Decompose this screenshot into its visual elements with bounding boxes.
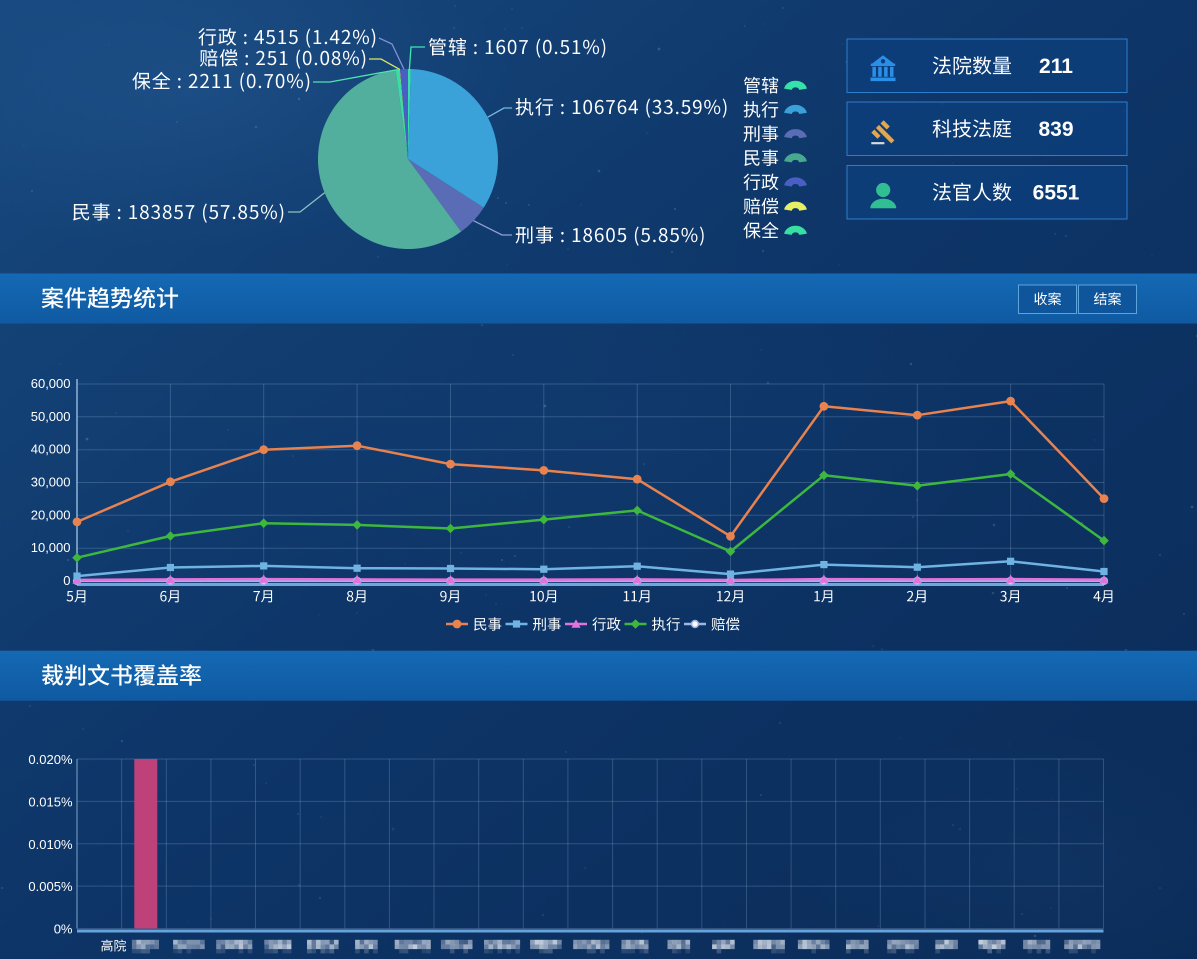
svg-text:20,000: 20,000 — [31, 507, 71, 522]
svg-text:0.015%: 0.015% — [28, 794, 73, 809]
svg-text:211: 211 — [1039, 55, 1073, 78]
svg-text:40,000: 40,000 — [31, 442, 71, 457]
svg-text:30,000: 30,000 — [31, 475, 71, 490]
svg-text:50,000: 50,000 — [31, 409, 71, 424]
svg-text:0.020%: 0.020% — [28, 752, 73, 767]
svg-text:0.005%: 0.005% — [28, 879, 73, 894]
svg-text:6551: 6551 — [1033, 182, 1080, 205]
svg-text:839: 839 — [1038, 118, 1073, 141]
svg-text:10,000: 10,000 — [31, 540, 71, 555]
svg-text:0%: 0% — [54, 922, 73, 937]
svg-text:0.010%: 0.010% — [28, 837, 73, 852]
svg-text:60,000: 60,000 — [31, 376, 71, 391]
svg-text:0: 0 — [63, 573, 70, 588]
